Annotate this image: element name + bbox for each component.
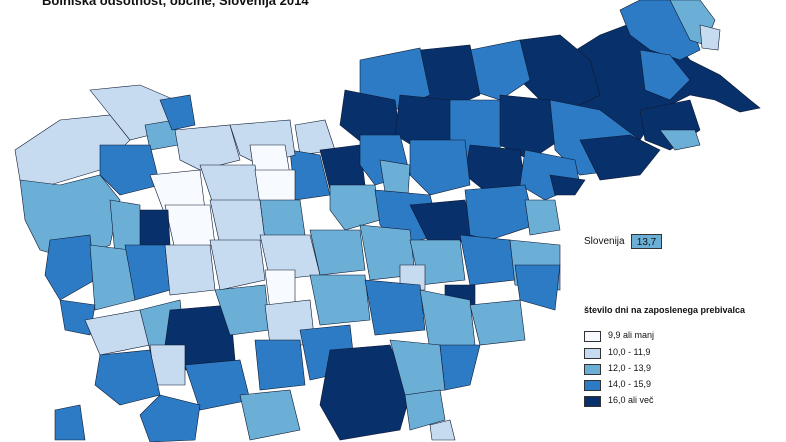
map-region [239, 389, 301, 441]
map-region [699, 24, 721, 51]
map-region [174, 124, 241, 171]
map-region [579, 134, 661, 181]
map-region [209, 239, 266, 291]
map-region [254, 339, 306, 391]
legend-swatch [584, 331, 601, 342]
map-region [459, 234, 516, 286]
map-region [409, 139, 471, 196]
country-summary-label: Slovenija [584, 236, 625, 247]
map-region [379, 159, 411, 196]
map-region [184, 359, 251, 411]
legend-label: 16,0 ali več [608, 395, 654, 405]
map-regions [14, 0, 761, 442]
map-region [329, 184, 381, 231]
map-region [164, 244, 216, 296]
map-region [514, 264, 561, 311]
map-region [659, 129, 701, 151]
legend-label: 9,9 ali manj [608, 330, 655, 340]
map-region [549, 174, 586, 196]
map-title: Bolniška odsotnost, občine, Slovenija 20… [42, 0, 309, 8]
map-region [499, 94, 561, 161]
legend-swatch [584, 364, 601, 375]
legend-label: 14,0 - 15,9 [608, 379, 652, 389]
map-region [259, 199, 306, 241]
map-region [429, 419, 456, 441]
legend-title: število dni na zaposlenega prebivalca [584, 305, 746, 315]
map-region [364, 279, 426, 336]
map-region [524, 199, 561, 236]
map-region [44, 234, 96, 301]
legend-swatch [584, 396, 601, 407]
map-region [94, 349, 161, 406]
map-region [164, 204, 216, 251]
map-region [639, 49, 691, 101]
map-region [404, 389, 446, 431]
map-region [59, 299, 96, 336]
map-region [159, 94, 196, 131]
legend-swatch [584, 380, 601, 391]
legend-label: 12,0 - 13,9 [608, 363, 652, 373]
map-region [319, 344, 411, 441]
map-region [84, 309, 151, 356]
map-region [19, 174, 121, 261]
map-region [469, 299, 526, 346]
map-region [209, 199, 266, 246]
map-region [309, 274, 371, 326]
legend-label: 10,0 - 11,9 [608, 347, 651, 357]
map-region [439, 344, 481, 391]
map-region [54, 404, 86, 441]
legend-swatch [584, 348, 601, 359]
map-region [99, 144, 161, 196]
map-region [139, 394, 201, 442]
map-region [464, 184, 536, 241]
map-region [309, 229, 366, 276]
country-summary-value: 13,7 [631, 234, 662, 249]
